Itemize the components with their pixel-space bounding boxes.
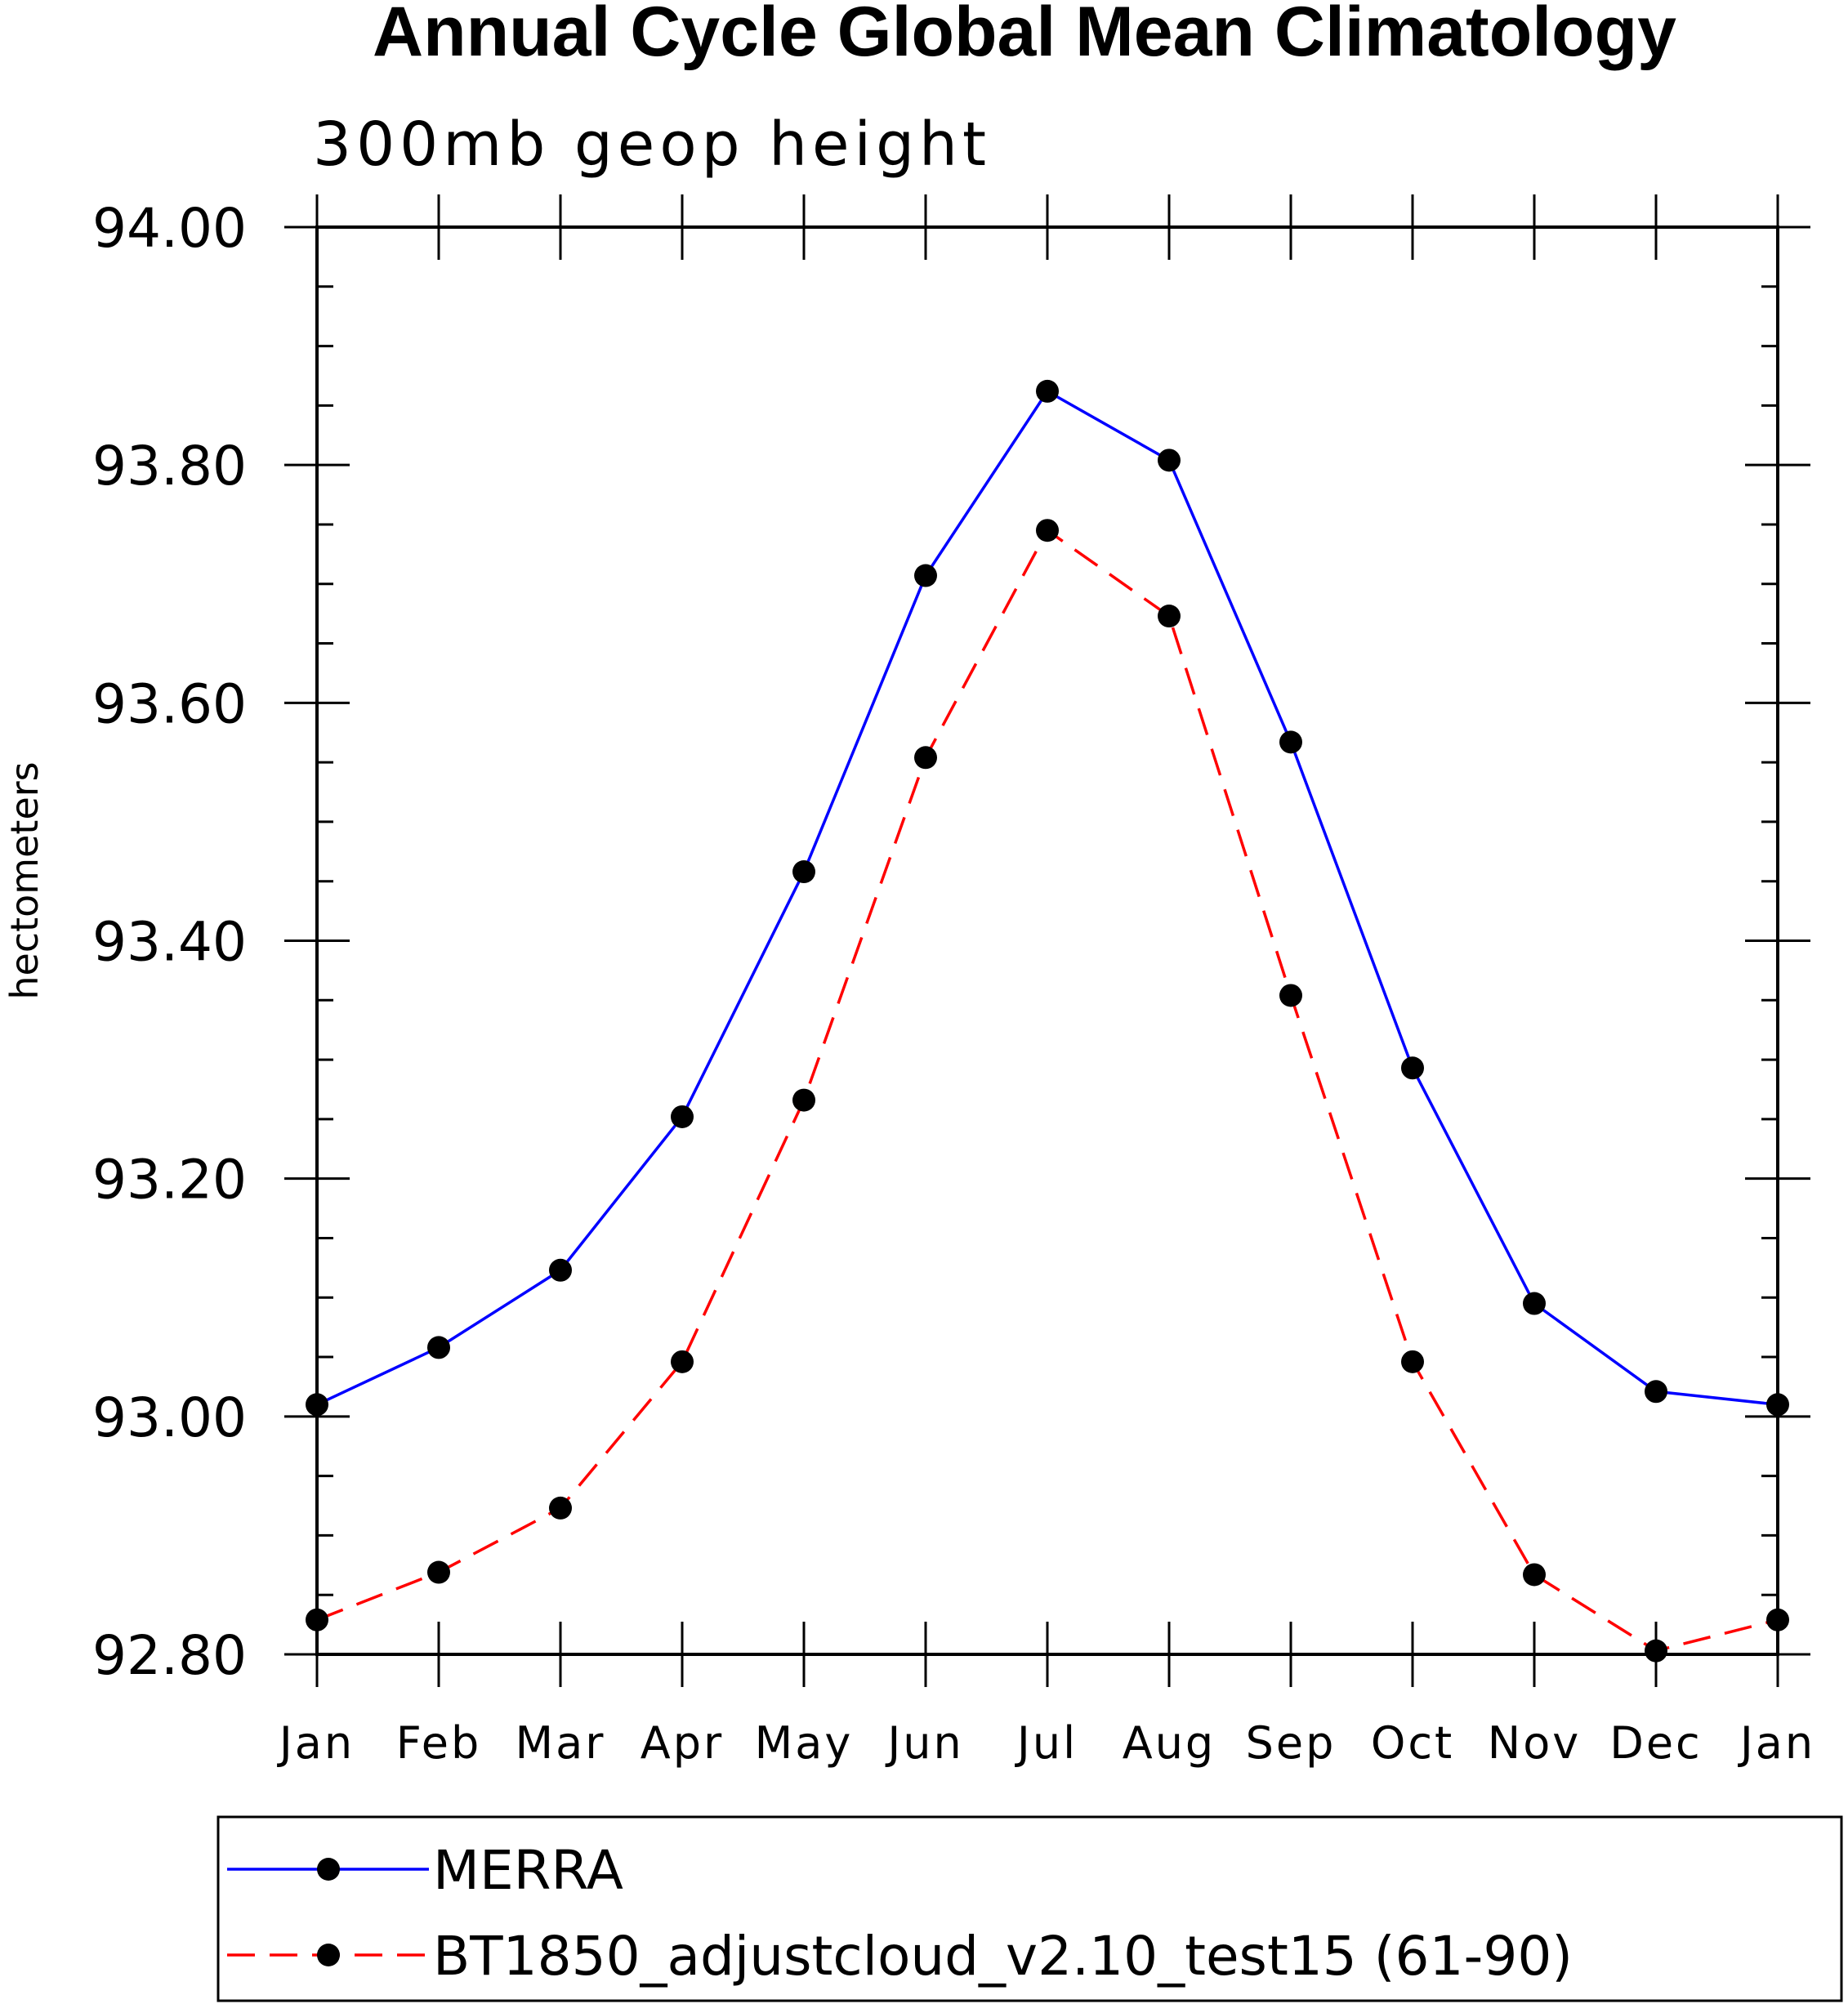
x-tick-label: Jan [277,1717,355,1769]
x-tick-label: Sep [1246,1717,1337,1769]
x-tick-label: Nov [1488,1717,1581,1769]
series-2-point [549,1496,572,1520]
axis-ticks [284,194,1810,1687]
series-2-point [671,1350,694,1373]
series-2-point [427,1560,450,1584]
x-tick-label: Oct [1371,1717,1454,1769]
chart-subtitle: 300mb geop height [313,109,991,180]
series-2-point [792,1088,815,1112]
series-1-point [1766,1393,1789,1417]
series-1-point [671,1105,694,1128]
series-1-point [1036,379,1059,403]
series-2-point [1279,984,1302,1007]
x-tick-label: Dec [1609,1717,1703,1769]
y-tick-label: 93.00 [92,1386,247,1449]
series-line-2 [316,528,1779,1653]
y-tick-labels: 92.80 93.00 93.20 93.40 93.60 93.80 94.00 [92,197,247,1687]
plot-border [315,225,1779,1656]
series-1-point [427,1336,450,1359]
series-2-point [1523,1563,1546,1587]
x-tick-label: Mar [516,1717,606,1769]
series-2-point [1036,519,1059,542]
series-1-point [1279,730,1302,754]
series-2-point [1645,1639,1667,1663]
x-tick-label: Jun [885,1717,963,1769]
x-tick-label: Jan [1738,1717,1815,1769]
series-1-point [1645,1380,1667,1404]
x-tick-label: Jul [1015,1717,1078,1769]
chart-title: Annual Cycle Global Mean Climatology [373,0,1676,71]
plot-frame [315,225,1779,1656]
series-1-point [1523,1292,1546,1315]
y-tick-label: 92.80 [92,1624,247,1687]
x-tick-label: May [755,1717,854,1769]
y-tick-label: 94.00 [92,197,247,260]
series-1-point [1158,449,1181,472]
x-tick-labels: Jan Feb Mar Apr May Jun Jul Aug Sep Oct Nov Dec Jan [277,1717,1815,1769]
y-tick-label: 93.20 [92,1149,247,1212]
series-layer [306,379,1789,1663]
series-line-1 [316,389,1779,1407]
y-axis-label: hectometers [2,761,47,999]
series-1-point [1401,1056,1424,1080]
series-2-point [1766,1608,1789,1631]
legend: MERRA BT1850_adjustcloud_v2.10_test15 (61… [227,1839,1573,1988]
x-tick-label: Apr [641,1717,724,1769]
x-tick-label: Feb [396,1717,482,1769]
y-tick-label: 93.60 [92,672,247,735]
y-tick-label: 93.80 [92,435,247,498]
series-1-point [792,860,815,884]
series-2-point [1401,1350,1424,1373]
series-2-point [306,1608,328,1631]
series-2-point [914,746,937,770]
series-2-point [1158,605,1181,628]
legend-marker-2 [317,1944,340,1966]
y-tick-label: 93.40 [92,911,247,974]
legend-label-2: BT1850_adjustcloud_v2.10_test15 (61-90) [433,1925,1573,1988]
series-1-point [549,1258,572,1282]
legend-box [216,1815,1843,2002]
series-1-point [306,1393,328,1417]
legend-marker-1 [317,1858,340,1881]
x-tick-label: Aug [1123,1717,1216,1769]
legend-label-1: MERRA [433,1839,623,1902]
series-1-point [914,564,937,587]
